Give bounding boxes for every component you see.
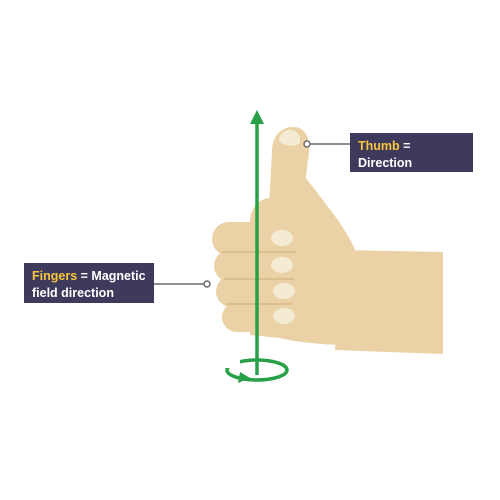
rotation-arrow-icon <box>222 358 289 383</box>
thumb-leader <box>303 140 350 148</box>
fingers-keyword: Fingers <box>32 269 78 283</box>
finger-nail-3 <box>273 283 295 299</box>
fingers-leader <box>154 280 211 288</box>
hand <box>212 127 443 354</box>
finger-nail-4 <box>273 308 295 324</box>
thumb-nail <box>279 129 301 146</box>
wrist <box>335 250 443 354</box>
fingers-callout-line2: field direction <box>32 286 114 300</box>
thumb-keyword: Thumb <box>358 139 400 153</box>
fingers-rest: = Magnetic <box>77 269 146 283</box>
thumb-callout-line1: Thumb = Direction <box>358 138 465 172</box>
finger-nail-1 <box>271 230 293 246</box>
thumb-rest: = Direction <box>358 139 413 170</box>
thumb-callout-line2: of current <box>358 173 417 187</box>
thumb <box>268 127 340 240</box>
fingers-callout-line1: Fingers = Magnetic <box>32 268 146 285</box>
current-arrow-icon <box>250 110 264 375</box>
fingers-callout: Fingers = Magnetic field direction <box>24 263 154 303</box>
finger-nail-2 <box>271 257 293 273</box>
thumb-callout: Thumb = Direction of current <box>350 133 473 187</box>
